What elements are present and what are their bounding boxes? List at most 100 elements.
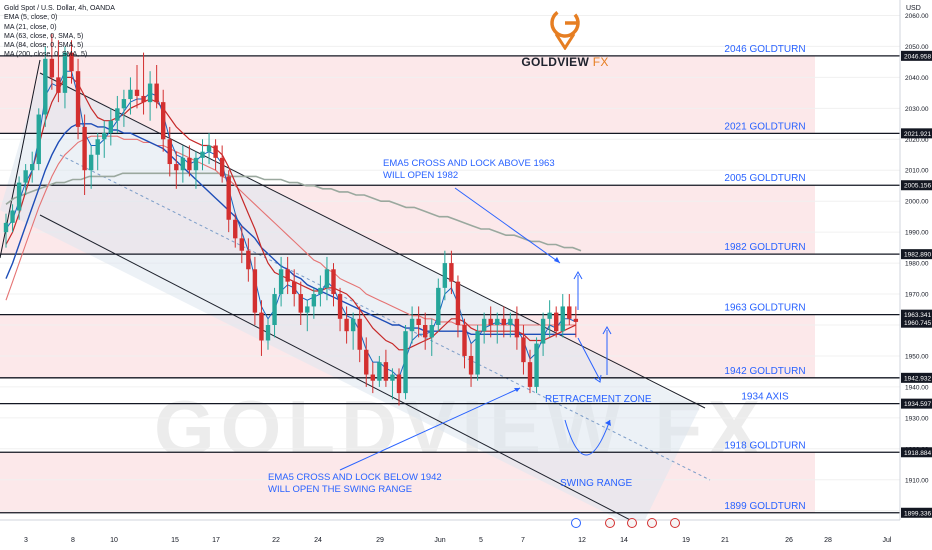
ma21-line bbox=[5, 76, 577, 351]
annotation-3b: WILL OPEN THE SWING RANGE bbox=[268, 484, 412, 495]
x-tick-17: Jul bbox=[883, 537, 892, 544]
level-tag-0: 2046.958 bbox=[904, 53, 931, 60]
level-tag-5: 1942.932 bbox=[904, 375, 931, 382]
candle-body bbox=[239, 238, 244, 251]
event-marker-1 bbox=[605, 518, 615, 528]
candle-body bbox=[147, 83, 153, 103]
legend-ma21[interactable]: MA (21, close, 0) bbox=[4, 23, 57, 31]
level-tag-bg-4 bbox=[901, 309, 932, 320]
candle-body bbox=[495, 318, 500, 325]
level-label-4: 1963 GOLDTURN bbox=[724, 303, 805, 314]
candle-body bbox=[75, 71, 81, 127]
y-tick-5: 2010.00 bbox=[905, 168, 929, 175]
level-tag-bg-2 bbox=[901, 180, 932, 191]
y-tick-15: 1910.00 bbox=[905, 477, 929, 484]
x-tick-8: Jun bbox=[434, 537, 445, 544]
candle-body bbox=[233, 219, 238, 239]
level-tag-4: 1963.341 bbox=[904, 312, 931, 319]
candle-body bbox=[200, 151, 205, 158]
swing-curve bbox=[564, 419, 611, 456]
ma63-line bbox=[5, 123, 576, 335]
x-tick-10: 7 bbox=[521, 537, 525, 544]
candle-body bbox=[409, 318, 415, 332]
candle-body bbox=[82, 126, 87, 171]
candle-body bbox=[115, 108, 120, 121]
level-tag-8: 1899.336 bbox=[904, 510, 931, 517]
legend-ma63[interactable]: MA (63, close, 0, SMA, 5) bbox=[4, 32, 84, 40]
level-tag-6: 1934.597 bbox=[904, 401, 931, 408]
candle-body bbox=[344, 318, 349, 332]
legend-ma84[interactable]: MA (84, close, 0, SMA, 5) bbox=[4, 42, 84, 50]
candle-body bbox=[560, 306, 565, 332]
candle-body bbox=[403, 331, 408, 394]
zone-band-3 bbox=[0, 452, 815, 513]
level-label-8: 1899 GOLDTURN bbox=[724, 501, 805, 512]
candle-body bbox=[383, 362, 389, 381]
y-tick-7: 1990.00 bbox=[905, 230, 929, 237]
annotation-3-arrow bbox=[339, 387, 521, 471]
candle-body bbox=[429, 325, 434, 338]
level-tag-bg-5 bbox=[901, 372, 932, 383]
y-tick-4: 2020.00 bbox=[905, 137, 929, 144]
channel-mid bbox=[59, 154, 711, 481]
x-tick-1: 8 bbox=[71, 537, 75, 544]
y-tick-13: 1930.00 bbox=[905, 415, 929, 422]
x-tick-9: 5 bbox=[479, 537, 483, 544]
level-tag-bg-0 bbox=[901, 50, 932, 61]
current-price-tag: 1960.745 bbox=[904, 320, 931, 327]
y-tick-0: 2060.00 bbox=[905, 13, 929, 20]
x-tick-5: 22 bbox=[272, 537, 280, 544]
y-tick-2: 2040.00 bbox=[905, 75, 929, 82]
event-marker-4 bbox=[670, 518, 680, 528]
level-tag-3: 1982.890 bbox=[904, 252, 931, 259]
proj-down-head bbox=[593, 374, 602, 383]
proj-up-2-head bbox=[602, 325, 612, 335]
candle-body bbox=[278, 269, 284, 295]
candle-body bbox=[331, 269, 336, 295]
candle-body bbox=[16, 182, 22, 211]
currency-label: USD bbox=[906, 5, 921, 12]
y-tick-1: 2050.00 bbox=[905, 44, 929, 51]
candle-body bbox=[23, 170, 28, 183]
candle-body bbox=[396, 374, 402, 394]
candle-body bbox=[43, 58, 48, 115]
annotation-1b: WILL OPEN 1982 bbox=[383, 170, 458, 181]
candle-body bbox=[219, 157, 225, 177]
candle-body bbox=[455, 281, 461, 325]
candle-body bbox=[416, 318, 421, 325]
brand-main: GOLDVIEW bbox=[521, 55, 590, 69]
x-tick-11: 12 bbox=[578, 537, 586, 544]
legend-symbol[interactable]: Gold Spot / U.S. Dollar, 4h, OANDA bbox=[4, 5, 115, 12]
y-tick-9: 1970.00 bbox=[905, 292, 929, 299]
candle-body bbox=[30, 164, 35, 171]
x-tick-13: 19 bbox=[682, 537, 690, 544]
x-tick-0: 3 bbox=[24, 537, 28, 544]
candle-body bbox=[364, 349, 369, 375]
event-marker-2 bbox=[627, 518, 637, 528]
legend-ema5[interactable]: EMA (5, close, 0) bbox=[4, 14, 58, 22]
goldview-logo-icon bbox=[550, 8, 580, 50]
legend-ma200[interactable]: MA (200, close, 0, SMA, 5) bbox=[4, 51, 88, 59]
candle-body bbox=[180, 157, 186, 171]
x-tick-6: 24 bbox=[314, 537, 322, 544]
candle-body bbox=[324, 269, 330, 288]
level-label-7: 1918 GOLDTURN bbox=[724, 440, 805, 451]
x-tick-7: 29 bbox=[376, 537, 384, 544]
candle-body bbox=[121, 99, 127, 109]
candle-body bbox=[134, 89, 140, 96]
candle-body bbox=[62, 52, 68, 93]
candle-body bbox=[154, 83, 159, 103]
candle-body bbox=[521, 337, 526, 363]
level-label-0: 2046 GOLDTURN bbox=[724, 44, 805, 55]
candle-body bbox=[206, 145, 212, 152]
level-label-5: 1942 GOLDTURN bbox=[724, 366, 805, 377]
candle-body bbox=[161, 102, 166, 140]
y-tick-3: 2030.00 bbox=[905, 106, 929, 113]
y-tick-8: 1980.00 bbox=[905, 261, 929, 268]
candle-body bbox=[350, 318, 356, 332]
x-tick-2: 10 bbox=[110, 537, 118, 544]
candle-body bbox=[534, 343, 539, 387]
candle-body bbox=[10, 210, 15, 223]
annotation-1a: EMA5 CROSS AND LOCK ABOVE 1963 bbox=[383, 158, 555, 169]
